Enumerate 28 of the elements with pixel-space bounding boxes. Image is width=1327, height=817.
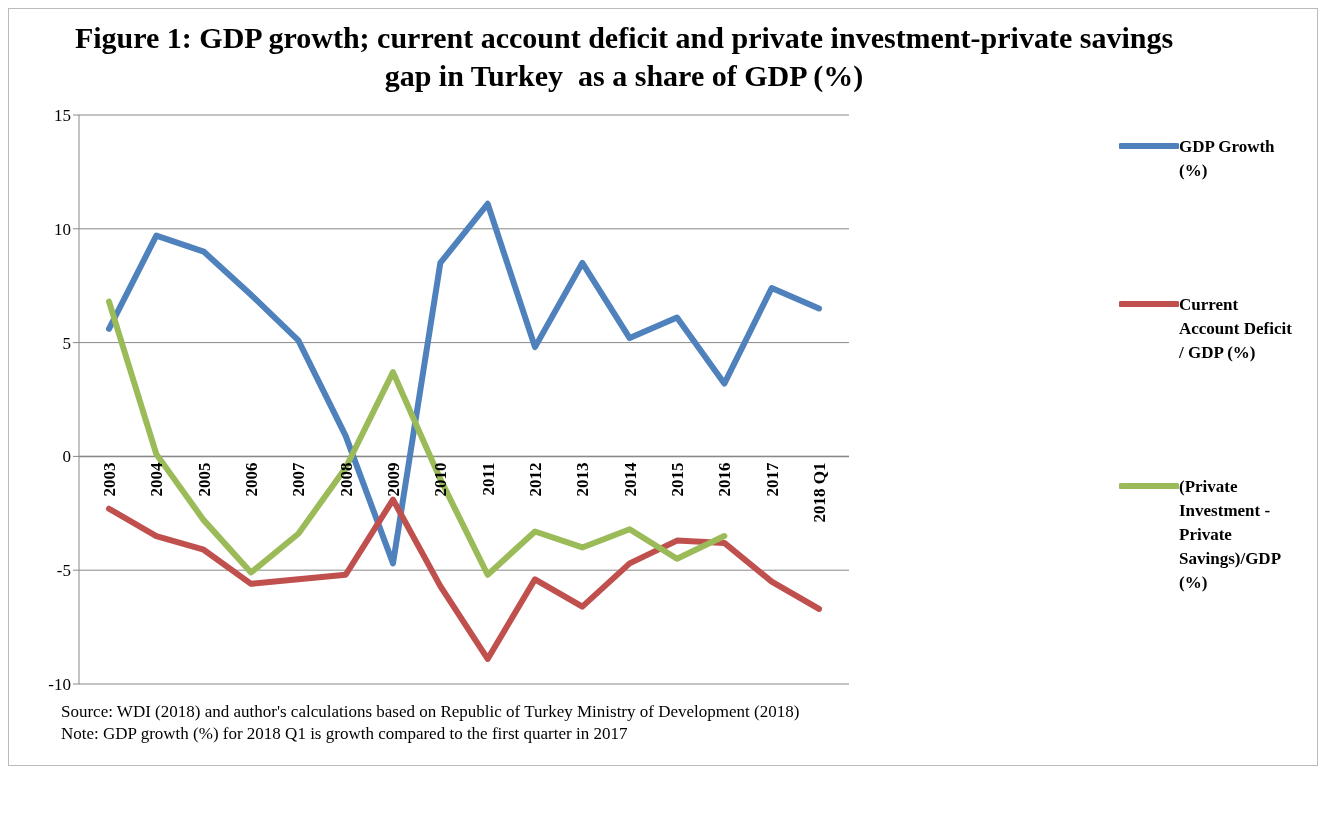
legend-label: GDP Growth (%) — [1179, 136, 1276, 182]
x-tick-label: 2014 — [620, 461, 640, 497]
x-tick-label: 2011 — [478, 462, 498, 496]
x-tick-label: 2003 — [100, 462, 119, 497]
source-note: Source: WDI (2018) and author's calculations based on Republic of Turkey Ministry of Development (2018) — [61, 701, 801, 723]
x-tick-label: 2015 — [668, 462, 687, 497]
x-tick-label: 2005 — [194, 462, 214, 497]
y-tick-label: 5 — [62, 333, 71, 353]
x-tick-label: 2006 — [242, 462, 261, 497]
x-tick-label: 2009 — [384, 462, 403, 497]
legend-label: Current Account Deficit / GDP (%) — [1179, 294, 1293, 364]
x-tick-label: 2007 — [289, 461, 309, 497]
y-tick-label: 10 — [54, 219, 71, 239]
y-tick-label: -5 — [56, 561, 71, 581]
x-tick-label: 2004 — [147, 461, 167, 497]
y-tick-label: -10 — [48, 675, 71, 695]
x-tick-label: 2010 — [431, 462, 451, 497]
x-tick-label: 2013 — [573, 462, 593, 497]
x-tick-label: 2012 — [526, 462, 545, 497]
legend-label: (Private Investment - Private Savings)/GDP (%) — [1179, 476, 1282, 594]
x-tick-label: 2018 Q1 — [810, 462, 829, 523]
chart-title: Figure 1: GDP growth; current account deficit and private investment-private savings gap in Turkey as a share of GDP (%) — [73, 20, 1175, 94]
y-tick-label: 0 — [62, 447, 71, 467]
y-tick-label: 15 — [54, 106, 71, 126]
x-tick-label: 2008 — [336, 462, 356, 497]
x-tick-label: 2016 — [715, 462, 735, 497]
x-tick-label: 2017 — [762, 461, 782, 497]
text: Note: GDP growth (%) for 2018 Q1 is growth compared to the first quarter in 2017 — [61, 723, 629, 745]
